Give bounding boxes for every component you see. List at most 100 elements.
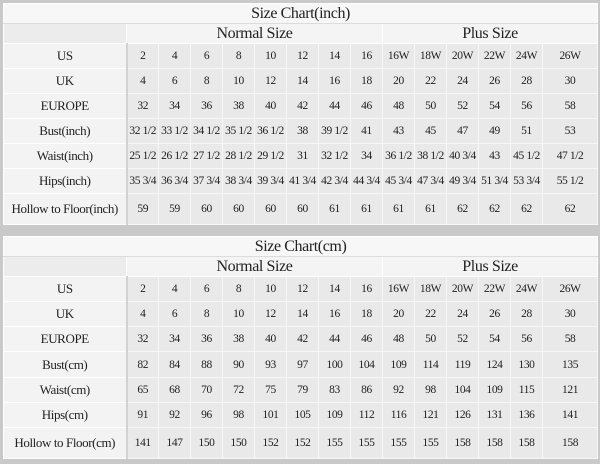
size-value: 150: [190, 427, 223, 459]
size-value: 45 3/4: [382, 168, 415, 194]
size-value: 37 3/4: [190, 168, 223, 194]
size-value: 26W: [541, 43, 599, 69]
size-value: 32: [126, 326, 159, 353]
size-value: 10: [254, 275, 287, 303]
size-value: 12: [254, 301, 287, 328]
size-value: 92: [158, 401, 191, 429]
size-value: 58: [541, 326, 599, 353]
size-value: 8: [222, 43, 255, 69]
table-row: Hips(inch) 35 3/4 36 3/4 37 3/4 38 3/4 39 3/4…: [3, 168, 599, 194]
table-row: Hollow to Floor(cm) 141 147 150 150 152 152 155…: [3, 427, 599, 459]
size-value: 54: [478, 326, 511, 353]
size-value: 86: [350, 376, 383, 403]
size-value: 6: [158, 68, 191, 94]
size-value: 14: [286, 301, 319, 328]
size-value: 158: [446, 427, 479, 459]
size-value: 14: [318, 43, 351, 69]
plus-size-header: Plus Size: [381, 23, 599, 44]
size-value: 14: [286, 68, 319, 94]
table-row: Bust(cm) 82 84 88 90 93 97 100 104 109 114 119 124 13…: [3, 351, 599, 378]
size-value: 44: [318, 326, 351, 353]
size-value: 91: [126, 401, 159, 429]
size-value: 141: [126, 427, 159, 459]
size-value: 75: [254, 376, 287, 403]
size-value: 36 1/2: [382, 143, 415, 169]
size-value: 62: [510, 193, 543, 225]
size-value: 24W: [510, 275, 543, 303]
size-table: Size Chart(inch) Normal Size Plus Size US 2 4…: [2, 3, 599, 225]
size-value: 44 3/4: [350, 168, 383, 194]
size-value: 48: [382, 93, 415, 119]
row-label: Bust(inch): [3, 118, 128, 144]
row-label: Hips(inch): [3, 168, 128, 194]
size-value: 30: [541, 68, 599, 94]
size-value: 115: [510, 376, 543, 403]
size-value: 109: [382, 351, 415, 378]
size-value: 121: [541, 376, 599, 403]
table-row: UK 4 6 8 10 12 14 16 18 20 22 24 26 28 30: [3, 68, 599, 94]
size-value: 152: [286, 427, 319, 459]
table-row: UK 4 6 8 10 12 14 16 18 20 22 24 26 28 30: [3, 301, 599, 328]
size-value: 20: [382, 301, 415, 328]
size-value: 104: [350, 351, 383, 378]
table-row: US 2 4 6 8 10 12 14 16 16W 18W 20W 22W 24W 26W: [3, 275, 599, 303]
size-value: 8: [190, 68, 223, 94]
size-value: 33 1/2: [158, 118, 191, 144]
size-value: 109: [318, 401, 351, 429]
row-label: Waist(inch): [3, 143, 128, 169]
size-value: 35 3/4: [126, 168, 159, 194]
size-value: 155: [414, 427, 447, 459]
size-value: 47: [446, 118, 479, 144]
size-value: 41: [350, 118, 383, 144]
row-label: UK: [3, 68, 128, 94]
size-value: 72: [222, 376, 255, 403]
size-value: 14: [318, 275, 351, 303]
size-value: 49: [478, 118, 511, 144]
size-value: 6: [190, 43, 223, 69]
size-value: 16: [318, 301, 351, 328]
size-value: 4: [158, 43, 191, 69]
size-value: 61: [414, 193, 447, 225]
size-value: 22W: [478, 43, 511, 69]
size-value: 26: [478, 301, 511, 328]
size-value: 32 1/2: [126, 118, 159, 144]
size-value: 55 1/2: [541, 168, 599, 194]
size-value: 109: [478, 376, 511, 403]
size-value: 147: [158, 427, 191, 459]
size-value: 56: [510, 326, 543, 353]
size-value: 8: [222, 275, 255, 303]
size-value: 54: [478, 93, 511, 119]
size-value: 20W: [446, 275, 479, 303]
table-row: Waist(cm) 65 68 70 72 75 79 83 86 92 98 104 109 115 12…: [3, 376, 599, 403]
size-value: 155: [350, 427, 383, 459]
chart-title: Size Chart(cm): [2, 236, 599, 257]
size-value: 136: [510, 401, 543, 429]
table-row: Bust(inch) 32 1/2 33 1/2 34 1/2 35 1/2 36 1/2…: [3, 118, 599, 144]
size-value: 112: [350, 401, 383, 429]
size-value: 155: [382, 427, 415, 459]
size-value: 10: [254, 43, 287, 69]
size-value: 61: [382, 193, 415, 225]
size-value: 22: [414, 301, 447, 328]
size-value: 42 3/4: [318, 168, 351, 194]
size-value: 28 1/2: [222, 143, 255, 169]
size-value: 10: [222, 301, 255, 328]
size-value: 36: [190, 326, 223, 353]
size-value: 28: [510, 68, 543, 94]
size-value: 38: [222, 93, 255, 119]
size-value: 42: [286, 326, 319, 353]
size-value: 60: [254, 193, 287, 225]
size-value: 126: [446, 401, 479, 429]
size-value: 20W: [446, 43, 479, 69]
size-value: 22: [414, 68, 447, 94]
size-value: 60: [190, 193, 223, 225]
size-value: 18: [350, 301, 383, 328]
size-value: 65: [126, 376, 159, 403]
size-value: 93: [254, 351, 287, 378]
size-value: 34 1/2: [190, 118, 223, 144]
size-value: 28: [510, 301, 543, 328]
size-value: 51: [510, 118, 543, 144]
size-value: 124: [478, 351, 511, 378]
size-value: 46: [350, 326, 383, 353]
size-value: 114: [414, 351, 447, 378]
